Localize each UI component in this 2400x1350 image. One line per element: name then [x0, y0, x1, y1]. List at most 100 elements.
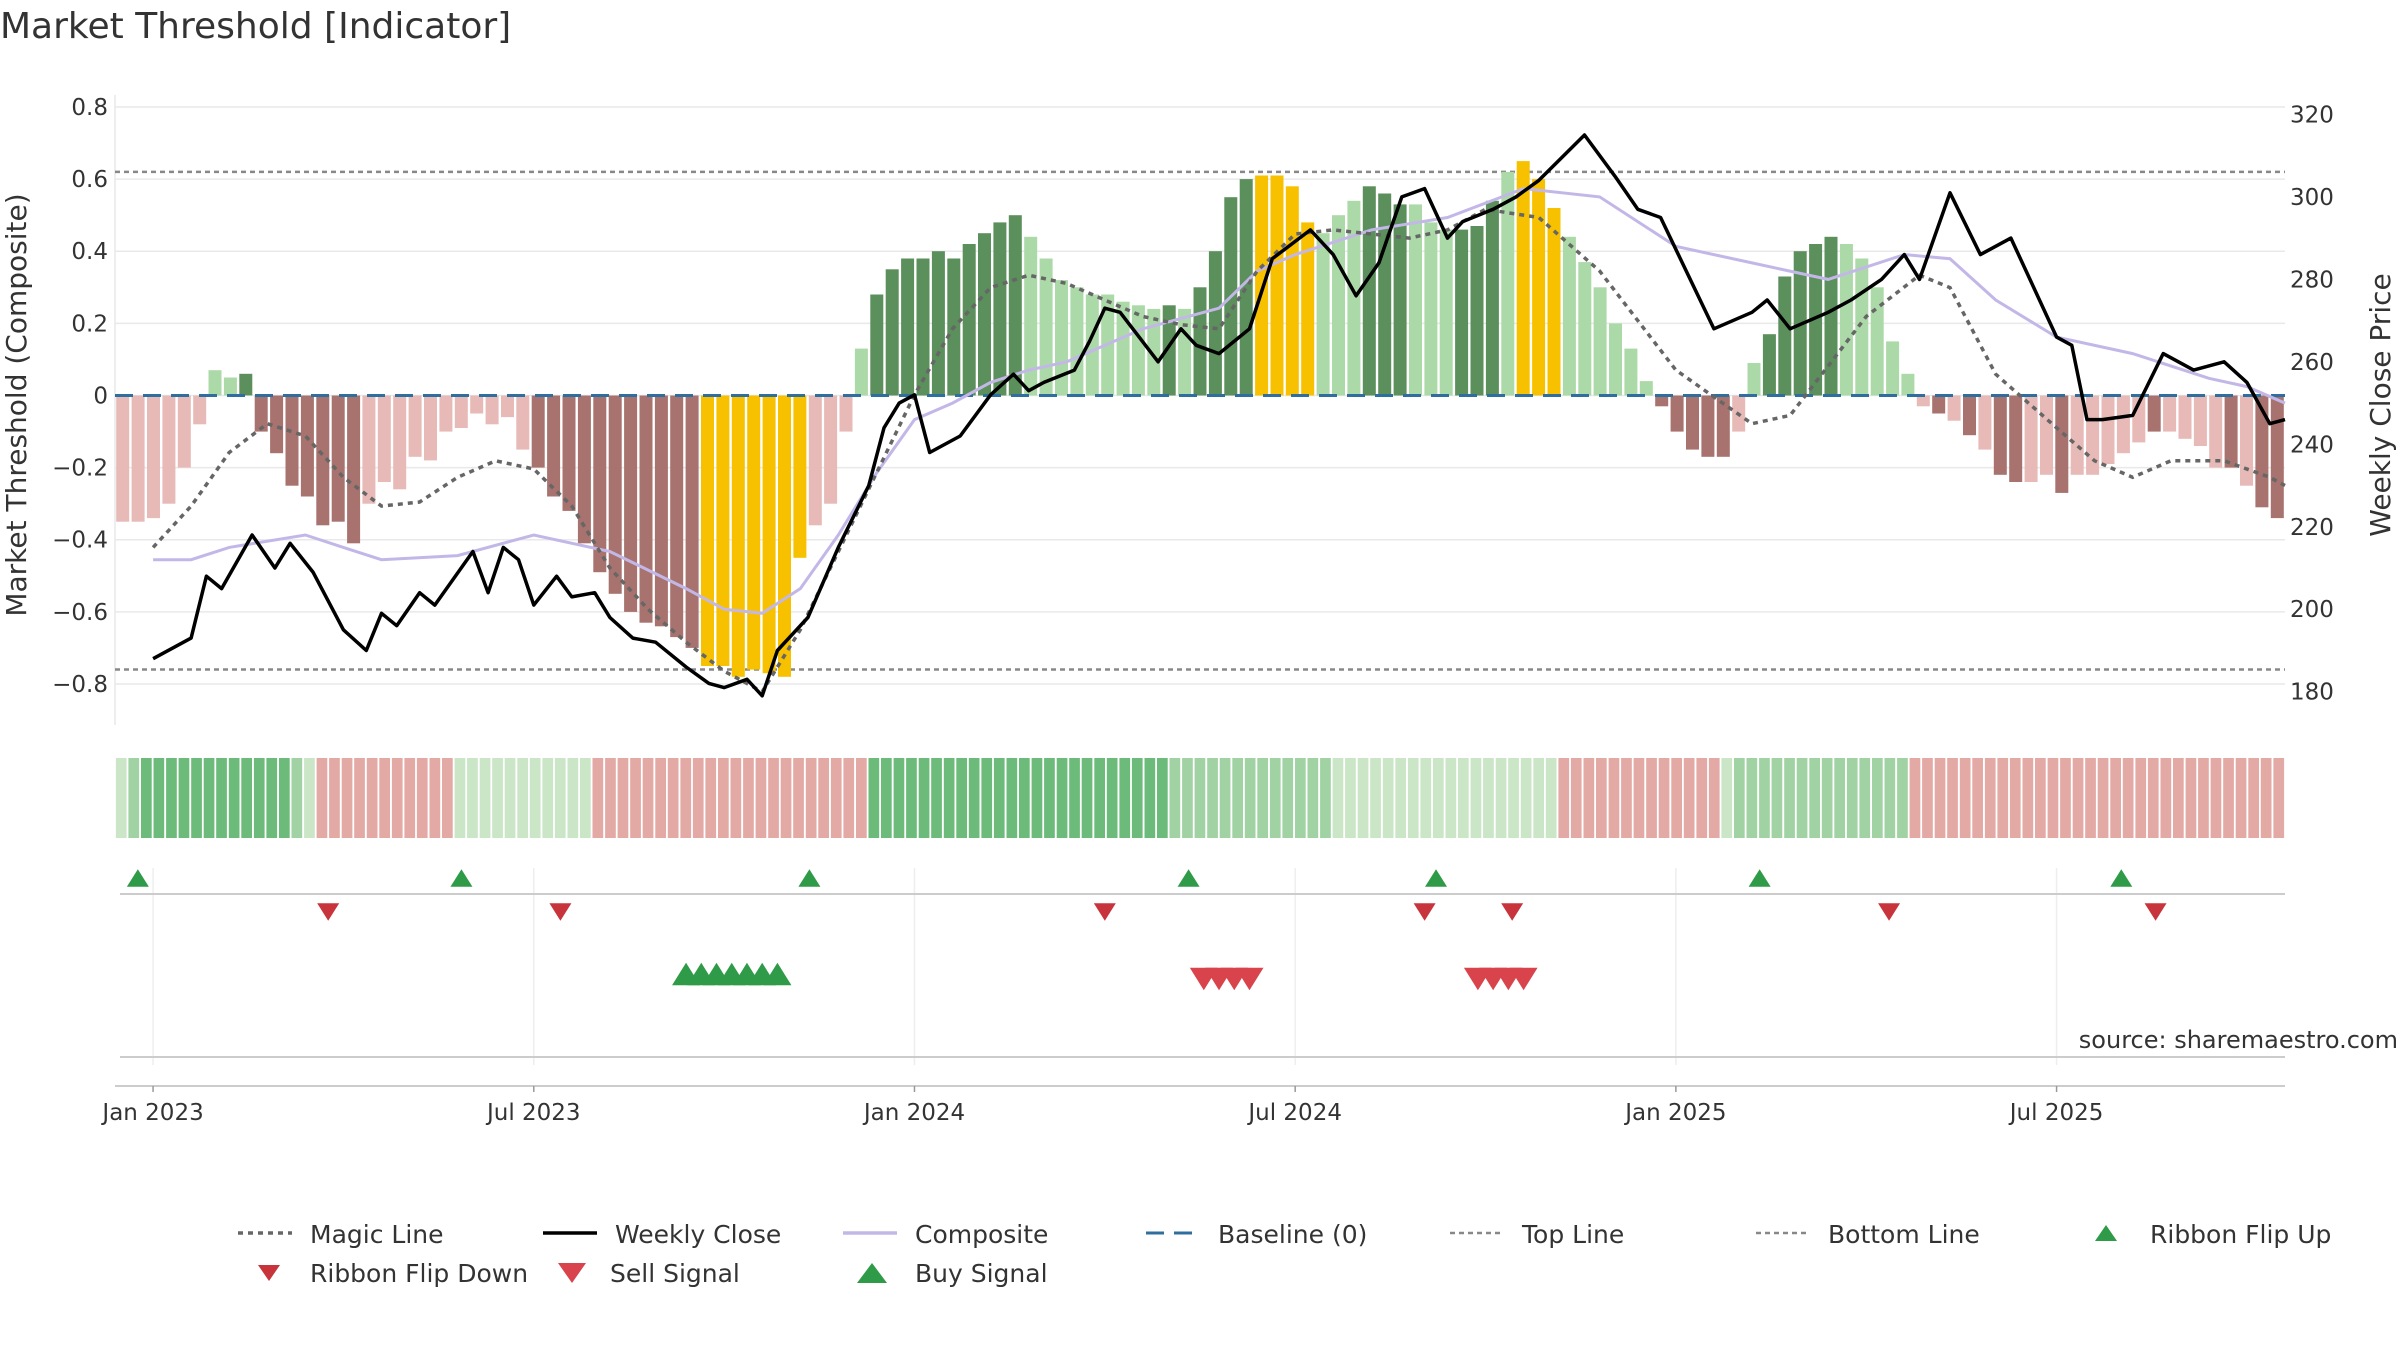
left-axis-title: Market Threshold (Composite) [0, 193, 33, 616]
ribbon-cell [680, 758, 692, 838]
composite-bar [270, 395, 284, 454]
composite-bar [501, 395, 514, 418]
composite-bar [1409, 204, 1422, 396]
composite-bar [424, 395, 437, 461]
ribbon-cell [1144, 758, 1156, 838]
ribbon-cell [128, 758, 140, 838]
ribbon-cell [454, 758, 466, 838]
ribbon-cell [968, 758, 980, 838]
composite-bar [1147, 308, 1161, 396]
composite-bar [377, 395, 391, 482]
composite-bar [670, 395, 684, 638]
ribbon-cell [2009, 758, 2021, 838]
composite-bar [1270, 175, 1284, 396]
composite-bar [1686, 395, 1699, 450]
composite-bar [208, 370, 222, 396]
composite-bar [1870, 287, 1884, 396]
composite-bar [916, 258, 930, 396]
ribbon-cell [743, 758, 754, 838]
composite-bar [485, 395, 499, 425]
ribbon-cell [1759, 758, 1770, 838]
left-tick-label: 0.4 [71, 239, 108, 265]
composite-bar [1516, 161, 1530, 396]
composite-bar [885, 269, 899, 396]
ribbon-cell [705, 758, 717, 838]
ribbon-cell [542, 758, 554, 838]
composite-bar [1208, 251, 1222, 396]
composite-bar [762, 395, 776, 674]
ribbon-cell [1771, 758, 1783, 838]
legend-swatch-sell [558, 1263, 586, 1283]
composite-bar [593, 395, 607, 573]
composite-bar [1378, 193, 1392, 396]
ribbon-cell [818, 758, 829, 838]
ribbon-flip-down-marker [2144, 903, 2167, 921]
right-tick-label: 240 [2290, 432, 2334, 458]
ribbon-cell [1884, 758, 1896, 838]
ribbon-flip-up-marker [2110, 869, 2133, 887]
composite-bar [1901, 373, 1915, 396]
ribbon-cell [2147, 758, 2159, 838]
ribbon-cell [1295, 758, 1306, 838]
legend: Magic Line Weekly Close Composite Baseline … [238, 1220, 2331, 1288]
composite-bar [1470, 226, 1484, 396]
ribbon-cell [2173, 758, 2184, 838]
ribbon-cell [1633, 758, 1645, 838]
weekly-close-line [152, 133, 2286, 698]
composite-bar [854, 348, 868, 396]
composite-bar [1932, 395, 1946, 414]
composite-bar [1639, 381, 1653, 396]
ribbon-cell [1558, 758, 1570, 838]
ribbon-flip-up-marker [1748, 869, 1771, 887]
ribbon-cell [1859, 758, 1871, 838]
ribbon-cell [1395, 758, 1406, 838]
ribbon-cell [2248, 758, 2259, 838]
ribbon-cell [718, 758, 729, 838]
ribbon-cell [2060, 758, 2071, 838]
bar-series [116, 161, 2284, 677]
composite-bar [1455, 229, 1469, 396]
ribbon-cell [115, 758, 127, 838]
right-tick-label: 300 [2290, 185, 2334, 211]
ribbon-cell [316, 758, 328, 838]
ribbon-cell [1081, 758, 1093, 838]
ribbon-cell [1194, 758, 1206, 838]
ribbon-cell [1433, 758, 1444, 838]
ribbon-cell [1658, 758, 1670, 838]
ribbon-cell [1922, 758, 1933, 838]
composite-bar [147, 395, 160, 519]
legend-swatch-flipup [2095, 1225, 2117, 1241]
composite-bar [285, 395, 299, 486]
ribbon-cell [191, 758, 202, 838]
ribbon-cell [1495, 758, 1507, 838]
ribbon-cell [605, 758, 616, 838]
composite-bar [778, 395, 791, 677]
ribbon-cell [1608, 758, 1620, 838]
ribbon-cell [391, 758, 403, 838]
ribbon-cell [2223, 758, 2234, 838]
composite-bar [824, 395, 838, 504]
ribbon-cell [1445, 758, 1457, 838]
ribbon-cell [354, 758, 365, 838]
ribbon-cell [1006, 758, 1018, 838]
composite-bar [439, 395, 453, 432]
legend-label-buy: Buy Signal [915, 1259, 1048, 1288]
composite-bar [962, 244, 976, 396]
composite-bar [254, 395, 268, 432]
ribbon-cell [1182, 758, 1193, 838]
ribbon-cell [1984, 758, 1996, 838]
composite-bar [2224, 395, 2238, 468]
composite-bar [454, 395, 468, 428]
composite-bar [808, 395, 822, 526]
ribbon-cell [1307, 758, 1319, 838]
composite-bar [1285, 186, 1299, 396]
x-tick-label: Jul 2024 [1246, 1100, 1342, 1126]
composite-bar [1624, 348, 1638, 396]
ribbon-cell [805, 758, 817, 838]
composite-bar [470, 395, 484, 414]
ribbon-cell [279, 758, 290, 838]
ribbon-flip-down-marker [549, 903, 572, 921]
ribbon-cell [780, 758, 792, 838]
legend-label-sell: Sell Signal [610, 1259, 740, 1288]
